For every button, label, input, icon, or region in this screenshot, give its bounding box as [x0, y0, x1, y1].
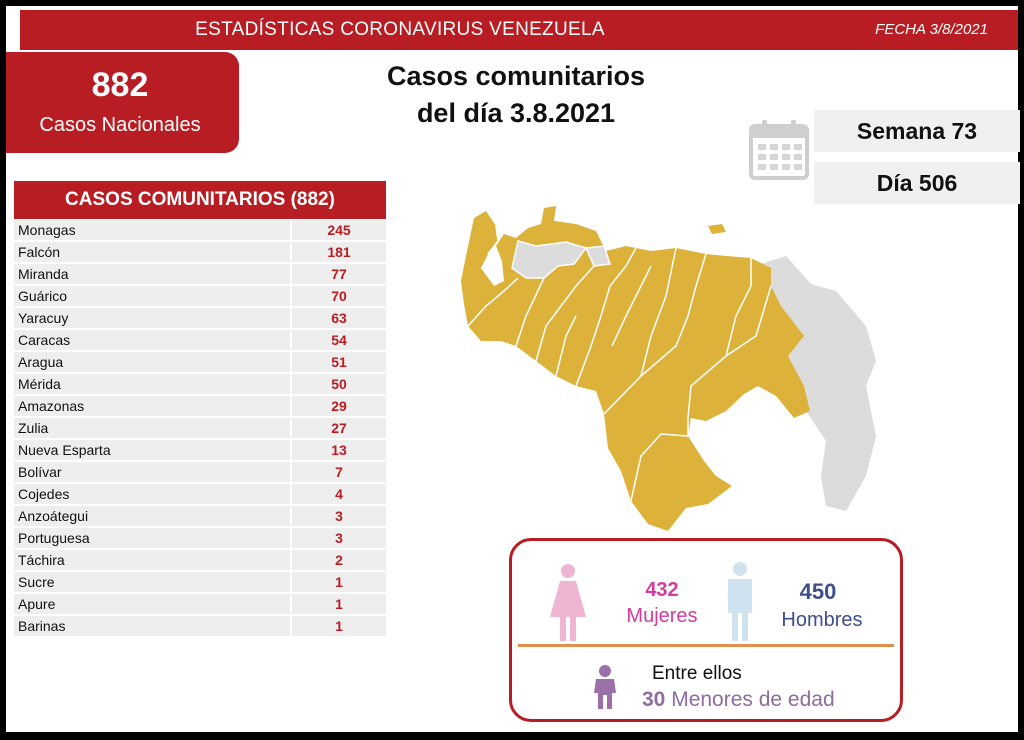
state-cases: 1 [292, 572, 386, 592]
table-row: Miranda 77 [14, 264, 386, 284]
table-row: Zulia 27 [14, 418, 386, 438]
map-region-grey-east [761, 256, 876, 511]
minors-line: 30 Menores de edad [642, 688, 835, 712]
state-name: Bolívar [14, 462, 290, 482]
state-name: Anzoátegui [14, 506, 290, 526]
state-name: Miranda [14, 264, 290, 284]
state-name: Cojedes [14, 484, 290, 504]
state-cases: 29 [292, 396, 386, 416]
state-name: Sucre [14, 572, 290, 592]
state-name: Amazonas [14, 396, 290, 416]
venezuela-map [461, 206, 876, 531]
table-row: Portuguesa 3 [14, 528, 386, 548]
top-banner: ESTADÍSTICAS CORONAVIRUS VENEZUELA FECHA… [20, 10, 1018, 50]
state-name: Monagas [14, 220, 290, 240]
table-row: Táchira 2 [14, 550, 386, 570]
table-row: Amazonas 29 [14, 396, 386, 416]
state-name: Guárico [14, 286, 290, 306]
minors-label: Menores de edad [671, 688, 835, 711]
calendar-icon [749, 120, 809, 180]
banner-title: ESTADÍSTICAS CORONAVIRUS VENEZUELA [195, 19, 605, 40]
table-row: Mérida 50 [14, 374, 386, 394]
community-cases-header: CASOS COMUNITARIOS (882) [14, 181, 386, 219]
table-row: Aragua 51 [14, 352, 386, 372]
state-name: Portuguesa [14, 528, 290, 548]
table-row: Cojedes 4 [14, 484, 386, 504]
state-name: Apure [14, 594, 290, 614]
state-cases: 1 [292, 594, 386, 614]
national-cases-label: Casos Nacionales [39, 114, 201, 136]
state-name: Mérida [14, 374, 290, 394]
gender-breakdown-box: 432 Mujeres 450 Hombres Entre ellos 30 M… [509, 538, 903, 722]
male-count: 450 [799, 579, 837, 604]
table-row: Sucre 1 [14, 572, 386, 592]
state-name: Táchira [14, 550, 290, 570]
female-label: Mujeres [626, 605, 698, 627]
state-cases: 4 [292, 484, 386, 504]
map-region-grey-small [584, 245, 612, 267]
table-row: Anzoátegui 3 [14, 506, 386, 526]
state-cases: 70 [292, 286, 386, 306]
table-row: Barinas 1 [14, 616, 386, 636]
banner-date: FECHA 3/8/2021 [875, 21, 988, 38]
state-name: Nueva Esparta [14, 440, 290, 460]
state-cases: 13 [292, 440, 386, 460]
main-title-line2: del día 3.8.2021 [416, 98, 616, 128]
state-name: Yaracuy [14, 308, 290, 328]
minors-count: 30 [642, 688, 666, 711]
state-cases: 50 [292, 374, 386, 394]
state-cases: 7 [292, 462, 386, 482]
state-cases: 63 [292, 308, 386, 328]
table-row: Bolívar 7 [14, 462, 386, 482]
map-region-grey-central [511, 240, 588, 279]
state-cases: 3 [292, 506, 386, 526]
table-row: Guárico 70 [14, 286, 386, 306]
day-number: Día 506 [814, 162, 1020, 204]
state-cases: 1 [292, 616, 386, 636]
state-cases: 3 [292, 528, 386, 548]
state-name: Falcón [14, 242, 290, 262]
state-cases: 51 [292, 352, 386, 372]
female-count: 432 [645, 579, 679, 601]
state-cases: 2 [292, 550, 386, 570]
state-cases: 27 [292, 418, 386, 438]
map-region-gold-main [461, 206, 810, 531]
infographic-sheet: ESTADÍSTICAS CORONAVIRUS VENEZUELA FECHA… [6, 6, 1020, 732]
national-cases-box: 882 Casos Nacionales [6, 52, 239, 153]
gender-divider [518, 644, 894, 647]
table-row: Apure 1 [14, 594, 386, 614]
table-row: Yaracuy 63 [14, 308, 386, 328]
community-cases-table: Monagas 245 Falcón 181 Miranda 77 Guárico 70 Yar… [14, 220, 386, 638]
state-name: Aragua [14, 352, 290, 372]
state-cases: 181 [292, 242, 386, 262]
table-row: Caracas 54 [14, 330, 386, 350]
state-name: Caracas [14, 330, 290, 350]
woman-icon [550, 564, 586, 641]
national-cases-number: 882 [91, 66, 149, 104]
state-name: Barinas [14, 616, 290, 636]
table-row: Monagas 245 [14, 220, 386, 240]
map-region-island [708, 224, 726, 234]
main-title-line1: Casos comunitarios [386, 61, 646, 91]
main-title: Casos comunitarios del día 3.8.2021 [336, 58, 696, 132]
table-row: Falcón 181 [14, 242, 386, 262]
child-icon [594, 665, 616, 709]
week-number: Semana 73 [814, 110, 1020, 152]
state-cases: 54 [292, 330, 386, 350]
state-cases: 77 [292, 264, 386, 284]
male-label: Hombres [781, 609, 863, 631]
state-cases: 245 [292, 220, 386, 240]
minors-intro: Entre ellos [652, 663, 742, 684]
state-name: Zulia [14, 418, 290, 438]
man-icon [728, 562, 752, 641]
table-row: Nueva Esparta 13 [14, 440, 386, 460]
